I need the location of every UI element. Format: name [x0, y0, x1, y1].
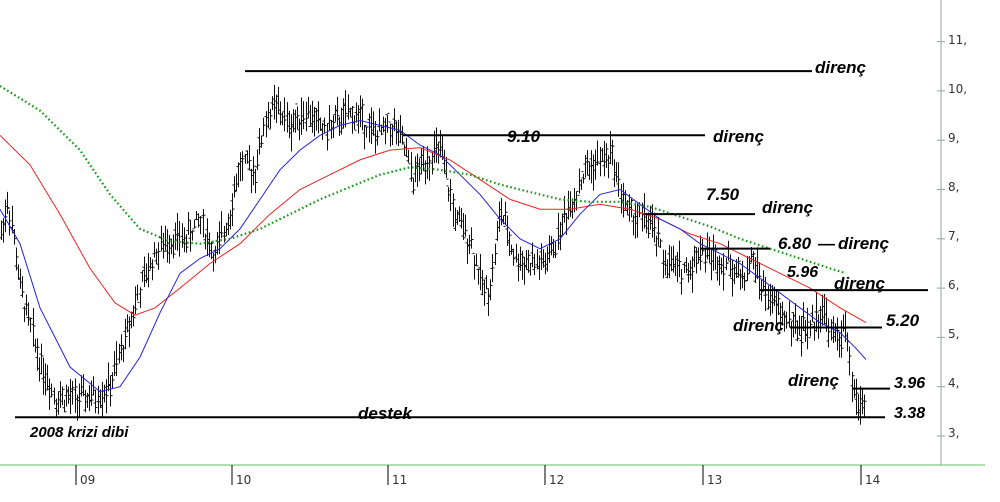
x-tick-label: 10 [236, 473, 251, 487]
resistance-label: direnç [762, 198, 814, 217]
y-tick-label: 9, [948, 131, 959, 145]
resistance-value-label: 5.20 [886, 311, 920, 330]
crisis-low-label: 2008 krizi dibi [29, 424, 129, 441]
resistance-value-label: 6.80 [778, 234, 812, 253]
resistance-value-label: 7.50 [706, 185, 740, 204]
resistance-label: direnç [713, 127, 765, 146]
resistance-label: direnç [788, 371, 840, 390]
x-tick-label: 09 [80, 473, 95, 487]
red-moving-average-line [0, 134, 867, 324]
y-tick-label: 8, [948, 180, 959, 194]
resistance-label: direnç [815, 58, 867, 77]
resistance-label: direnç [838, 234, 890, 253]
y-tick-label: 5, [948, 327, 959, 341]
y-tick-label: 7, [948, 229, 959, 243]
annotations: direnç 9.10 direnç 7.50 direnç 6.80 — di… [29, 58, 925, 441]
moving-averages [0, 85, 867, 393]
y-tick-label: 10, [948, 82, 967, 96]
right-axis: 3, 4, 5, 6, 7, 8, 9, 10, 11, [937, 0, 967, 465]
y-tick-label: 3, [948, 426, 959, 440]
x-tick-label: 11 [392, 473, 407, 487]
bottom-axis: 09 10 11 12 13 14 [0, 464, 985, 487]
resistance-value-label: 5.96 [787, 264, 818, 281]
level-lines [15, 70, 928, 419]
resistance-value-label: 9.10 [507, 127, 541, 146]
green-moving-average-line [0, 85, 847, 275]
resistance-label: direnç [834, 274, 886, 293]
x-tick-label: 12 [549, 473, 564, 487]
x-tick-label: 13 [707, 473, 722, 487]
resistance-value-label: 3.96 [894, 375, 925, 392]
y-tick-label: 4, [948, 376, 959, 390]
support-value-label: 3.38 [894, 405, 925, 422]
support-label: destek [358, 404, 413, 423]
y-tick-marks [937, 41, 945, 437]
blue-moving-average-line [0, 119, 867, 393]
y-tick-label: 6, [948, 278, 959, 292]
dash-label: — [817, 234, 836, 253]
y-tick-label: 11, [948, 33, 967, 47]
resistance-label: direnç [733, 316, 785, 335]
x-tick-label: 14 [865, 473, 880, 487]
